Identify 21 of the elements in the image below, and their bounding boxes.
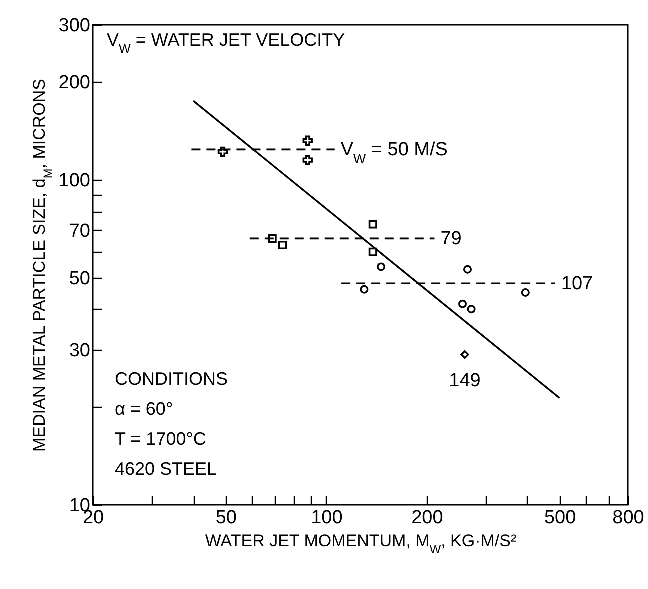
x-tick-label: 100 — [311, 508, 343, 528]
y-tick-label: 200 — [58, 72, 90, 94]
y-tick-label: 100 — [58, 170, 90, 192]
x-tick-label: 800 — [612, 508, 644, 528]
series-label: 107 — [561, 274, 594, 295]
series-label: V$_{W}$ = 50 M/S — [340, 140, 448, 166]
x-tick-label: 50 — [216, 508, 237, 528]
y-tick-label: 50 — [69, 268, 90, 290]
x-axis-title: WATER JET MOMENTUM, M$_{W}$, KG·M/S² — [205, 532, 517, 556]
series-label: 149 — [449, 370, 481, 392]
series-label: 79 — [440, 228, 462, 250]
annotation: T = 1700°C — [115, 429, 206, 449]
x-tick-label: 500 — [544, 508, 576, 528]
annotation: 4620 STEEL — [115, 459, 218, 479]
y-tick-label: 30 — [69, 340, 90, 362]
annotation: CONDITIONS — [115, 369, 228, 389]
annotation: V$_{W}$ = WATER JET VELOCITY — [107, 30, 346, 56]
y-tick-label: 70 — [69, 220, 90, 242]
x-tick-label: 200 — [412, 508, 444, 528]
annotation: α = 60° — [115, 399, 174, 419]
y-tick-label: 300 — [58, 16, 90, 36]
